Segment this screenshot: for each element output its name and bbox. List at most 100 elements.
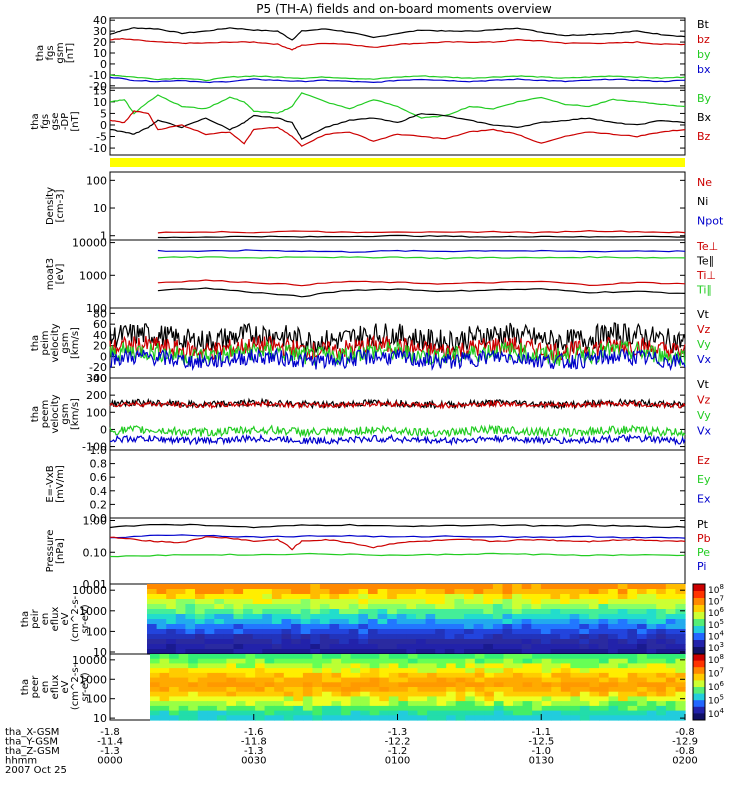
heatmap-cell xyxy=(396,644,407,650)
heatmap-cell xyxy=(379,672,390,679)
heatmap-cell xyxy=(436,701,447,707)
heatmap-cell xyxy=(262,634,273,640)
series-Ti∥-line xyxy=(157,287,686,298)
heatmap-cell xyxy=(473,639,484,645)
heatmap-cell xyxy=(226,705,237,712)
heatmap-cell xyxy=(185,609,196,615)
heatmap-cell xyxy=(197,705,208,712)
heatmap-cell xyxy=(425,619,436,625)
heatmap-cell xyxy=(188,654,199,660)
heatmap-cell xyxy=(255,672,266,679)
heatmap-cell xyxy=(656,682,667,688)
y-tick-label: -40 xyxy=(89,372,107,385)
heatmap-cell xyxy=(464,594,475,600)
heatmap-cell xyxy=(262,614,273,620)
heatmap-cell xyxy=(446,658,457,664)
heatmap-cell xyxy=(675,654,686,660)
heatmap-cell xyxy=(329,644,340,650)
legend-label: Ti⊥ xyxy=(696,269,716,282)
heatmap-cell xyxy=(484,691,495,697)
heatmap-cell xyxy=(627,682,638,688)
heatmap-cell xyxy=(264,658,275,664)
heatmap-cell xyxy=(522,672,533,679)
heatmap-cell xyxy=(551,654,562,660)
heatmap-cell xyxy=(484,696,495,702)
colorbar-tick-label: 107 xyxy=(708,667,724,680)
heatmap-cell xyxy=(310,619,321,625)
heatmap-cell xyxy=(588,594,600,600)
series-Pb-line xyxy=(110,534,686,539)
heatmap-cell xyxy=(646,658,657,664)
heatmap-cell xyxy=(236,677,247,683)
heatmap-cell xyxy=(406,639,417,645)
heatmap-cell xyxy=(195,629,206,635)
x-tick-label: -0.8 xyxy=(675,727,695,738)
heatmap-cell xyxy=(379,654,390,660)
heatmap-cell xyxy=(417,672,428,679)
heatmap-cell xyxy=(300,594,311,600)
heatmap-cell xyxy=(388,696,399,702)
heatmap-cell xyxy=(656,710,667,716)
heatmap-cell xyxy=(348,634,359,640)
heatmap-cell xyxy=(579,705,591,712)
heatmap-cell xyxy=(637,654,648,660)
heatmap-cell xyxy=(656,639,667,645)
heatmap-cell xyxy=(675,663,686,669)
heatmap-cell xyxy=(425,604,436,610)
heatmap-cell xyxy=(312,663,323,669)
heatmap-cell xyxy=(617,644,628,650)
heatmap-cell xyxy=(617,624,628,630)
heatmap-cell xyxy=(223,644,235,650)
heatmap-cell xyxy=(226,663,237,669)
heatmap-cell xyxy=(350,658,361,664)
y-tick-label: 1.00 xyxy=(83,515,108,528)
heatmap-cell xyxy=(223,619,235,625)
heatmap-cell xyxy=(637,594,648,600)
heatmap-cell xyxy=(608,710,619,716)
y-axis-label: peer xyxy=(30,675,41,699)
heatmap-cell xyxy=(175,634,186,640)
heatmap-cell xyxy=(493,672,505,679)
heatmap-cell xyxy=(570,710,581,716)
heatmap-cell xyxy=(283,677,294,683)
heatmap-cell xyxy=(665,663,677,669)
heatmap-cell xyxy=(521,634,532,640)
heatmap-cell xyxy=(150,691,161,697)
heatmap-cell xyxy=(416,599,427,605)
heatmap-cell xyxy=(245,705,256,712)
heatmap-cell xyxy=(579,672,591,679)
heatmap-cell xyxy=(271,604,283,610)
heatmap-cell xyxy=(560,639,571,645)
heatmap-cell xyxy=(599,696,610,702)
legend-label: bx xyxy=(697,63,711,76)
heatmap-cell xyxy=(216,687,228,693)
heatmap-cell xyxy=(150,687,161,693)
heatmap-cell xyxy=(214,649,225,655)
heatmap-cell xyxy=(483,624,494,630)
heatmap-cell xyxy=(360,677,371,683)
heatmap-cell xyxy=(540,584,552,590)
heatmap-cell xyxy=(252,624,263,630)
heatmap-cell xyxy=(465,663,476,669)
heatmap-cell xyxy=(608,599,619,605)
heatmap-cell xyxy=(293,658,304,664)
heatmap-cell xyxy=(271,619,283,625)
heatmap-cell xyxy=(166,599,177,605)
heatmap-cell xyxy=(368,584,379,590)
heatmap-cell xyxy=(322,654,333,660)
heatmap-cell xyxy=(541,658,552,664)
heatmap-cell xyxy=(473,619,484,625)
heatmap-cell xyxy=(512,624,523,630)
heatmap-cell xyxy=(531,639,542,645)
heatmap-cell xyxy=(379,682,390,688)
heatmap-cell xyxy=(608,604,619,610)
heatmap-cell xyxy=(341,715,352,721)
heatmap-cell xyxy=(322,663,333,669)
heatmap-cell xyxy=(396,624,407,630)
heatmap-cell xyxy=(474,696,485,702)
heatmap-cell xyxy=(368,639,379,645)
heatmap-cell xyxy=(185,624,196,630)
heatmap-cell xyxy=(627,710,638,716)
heatmap-cell xyxy=(329,619,340,625)
